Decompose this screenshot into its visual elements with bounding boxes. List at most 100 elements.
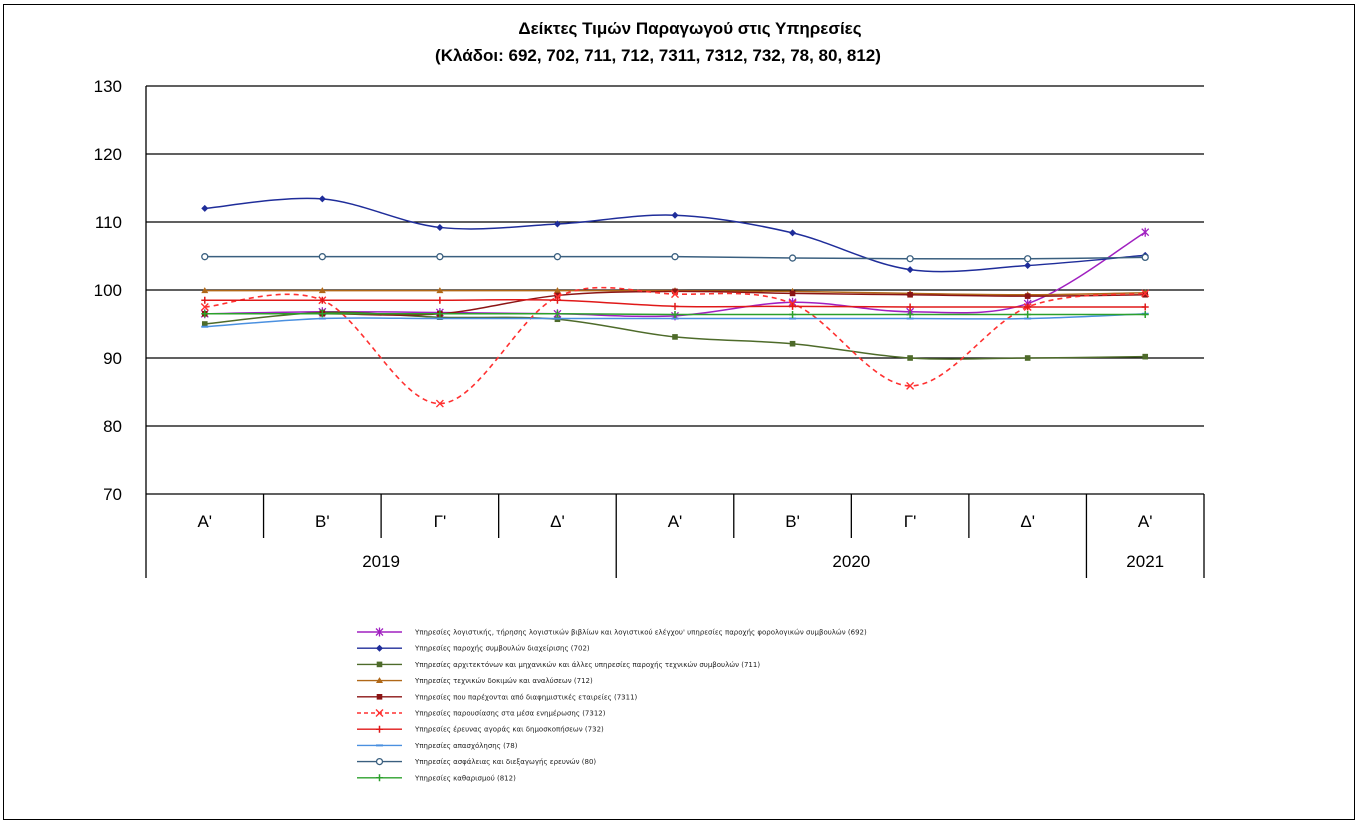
x-tick-label: Β' [785, 512, 800, 531]
x-tick-label: Α' [668, 512, 683, 531]
legend-item: Υπηρεσίες παροχής συμβουλών διαχείρισης … [357, 644, 590, 653]
data-point-s9-8 [1141, 310, 1149, 318]
y-tick-label: 120 [94, 145, 122, 164]
data-point-s6-1 [318, 296, 326, 304]
data-point-s9-7 [1024, 310, 1032, 318]
data-point-s1-4 [671, 211, 679, 219]
legend-item: Υπηρεσίες καθαρισμού (812) [357, 774, 516, 782]
data-point-s9-2 [436, 310, 444, 318]
data-point-s1-2 [436, 223, 444, 231]
data-point-s1-7 [1024, 262, 1032, 270]
data-point-s4-7 [1024, 293, 1031, 299]
data-point-s4-6 [907, 291, 913, 298]
legend-marker [375, 757, 384, 766]
data-point-s3-3 [553, 287, 561, 294]
data-point-s9-3 [553, 310, 561, 318]
legend-label: Υπηρεσίες παρουσίασης στα μέσα ενημέρωση… [414, 710, 606, 718]
legend-item: Υπηρεσίες έρευνας αγοράς και δημοσκοπήσε… [357, 725, 604, 734]
data-point-s0-8 [1141, 227, 1150, 237]
series-1 [201, 195, 1149, 274]
data-point-s1-1 [318, 195, 326, 203]
legend-marker [376, 661, 383, 668]
x-tick-label: Γ' [434, 512, 447, 531]
data-point-s4-5 [789, 290, 796, 297]
data-point-s9-6 [906, 310, 914, 318]
chart-subtitle: (Κλάδοι: 692, 702, 711, 712, 7311, 7312,… [435, 46, 881, 65]
legend-label: Υπηρεσίες απασχόλησης (78) [414, 742, 518, 750]
series-8 [201, 253, 1149, 263]
data-point-s2-5 [789, 340, 796, 347]
data-point-s9-5 [789, 310, 797, 318]
legend-label: Υπηρεσίες καθαρισμού (812) [414, 774, 516, 782]
data-point-s5-6 [906, 381, 915, 390]
x-tick-label: Γ' [904, 512, 917, 531]
y-tick-label: 130 [94, 77, 122, 96]
data-point-s8-3 [553, 253, 562, 261]
data-point-s1-5 [789, 229, 797, 237]
data-point-s5-2 [435, 399, 444, 408]
y-tick-label: 110 [95, 213, 122, 232]
data-point-s5-0 [200, 303, 209, 311]
legend-label: Υπηρεσίες έρευνας αγοράς και δημοσκοπήσε… [414, 726, 604, 734]
data-point-s9-0 [201, 310, 209, 318]
x-year-label: 2020 [832, 552, 870, 571]
data-point-s8-8 [1141, 253, 1149, 262]
data-point-s1-3 [553, 220, 561, 228]
x-year-label: 2019 [362, 552, 400, 571]
data-point-s8-6 [906, 255, 914, 263]
x-tick-label: Α' [197, 512, 212, 531]
series-line-1 [204, 197, 1146, 273]
legend-item: Υπηρεσίες παρουσίασης στα μέσα ενημέρωση… [357, 709, 606, 718]
legend-item: Υπηρεσίες λογιστικής, τήρησης λογιστικών… [357, 627, 867, 637]
legend-label: Υπηρεσίες τεχνικών δοκιμών και αναλύσεων… [414, 677, 593, 685]
data-point-s9-1 [318, 310, 326, 318]
data-point-s4-8 [1142, 291, 1149, 298]
data-point-s6-7 [1024, 303, 1032, 311]
x-year-label: 2021 [1126, 552, 1164, 571]
legend-label: Υπηρεσίες ασφάλειας και διεξαγωγής ερευν… [414, 758, 596, 766]
y-tick-label: 100 [94, 281, 122, 300]
data-point-s6-3 [553, 296, 561, 304]
legend-marker [376, 677, 383, 684]
chart-frame [3, 4, 1355, 820]
y-tick-label: 90 [103, 349, 122, 368]
data-point-s1-6 [906, 266, 914, 274]
data-point-s6-8 [1141, 303, 1149, 311]
data-point-s1-0 [201, 204, 209, 212]
data-point-s2-8 [1142, 353, 1149, 360]
series-6 [201, 296, 1149, 311]
data-point-s6-2 [436, 296, 444, 304]
legend-marker [376, 725, 383, 733]
legend-item: Υπηρεσίες που παρέχονται από διαφημιστικ… [357, 693, 638, 701]
legend-item: Υπηρεσίες ασφάλειας και διεξαγωγής ερευν… [357, 757, 596, 766]
series-9 [201, 310, 1149, 318]
series-7 [201, 312, 1149, 328]
data-point-s8-1 [318, 253, 326, 261]
x-tick-label: Α' [1138, 512, 1153, 531]
legend-label: Υπηρεσίες αρχιτεκτόνων και μηχανικών και… [414, 661, 760, 669]
data-point-s8-0 [201, 253, 209, 261]
data-point-s2-6 [907, 355, 913, 361]
x-tick-label: Δ' [1020, 512, 1035, 531]
data-point-s6-4 [671, 302, 679, 310]
chart-title: Δείκτες Τιμών Παραγωγού στις Υπηρεσίες [518, 19, 861, 38]
data-point-s2-0 [201, 321, 208, 327]
legend-label: Υπηρεσίες λογιστικής, τήρησης λογιστικών… [414, 629, 867, 637]
data-point-s4-4 [672, 288, 678, 295]
y-tick-label: 80 [103, 417, 122, 436]
data-point-s6-5 [789, 302, 797, 310]
legend-item: Υπηρεσίες απασχόλησης (78) [357, 742, 518, 750]
legend-label: Υπηρεσίες που παρέχονται από διαφημιστικ… [414, 693, 638, 701]
data-point-s6-6 [906, 303, 914, 311]
legend-item: Υπηρεσίες αρχιτεκτόνων και μηχανικών και… [357, 661, 760, 669]
data-point-s8-5 [788, 254, 797, 262]
data-point-s3-2 [436, 287, 444, 294]
legend-marker [376, 644, 383, 652]
data-point-s8-2 [436, 253, 444, 261]
x-tick-label: Δ' [550, 512, 565, 531]
data-point-s2-7 [1024, 355, 1031, 361]
data-point-s8-7 [1024, 255, 1032, 263]
y-tick-label: 70 [103, 485, 122, 504]
data-point-s8-4 [671, 253, 679, 261]
